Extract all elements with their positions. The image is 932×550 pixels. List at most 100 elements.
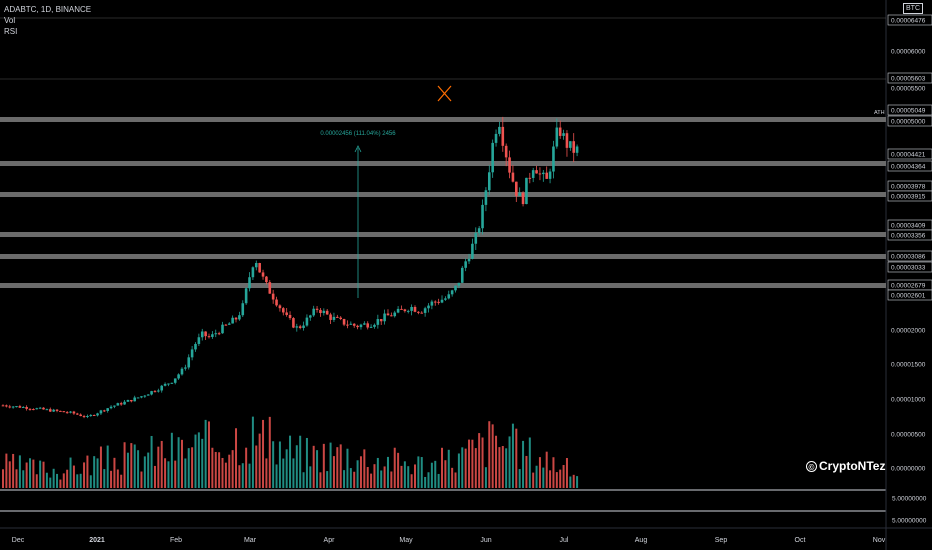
- candle-body: [278, 305, 282, 309]
- candle-body: [45, 409, 49, 411]
- candle-body: [11, 406, 15, 408]
- volume-bar: [316, 450, 319, 488]
- volume-bar: [201, 438, 204, 488]
- price-tick-label: 0.00001500: [891, 362, 926, 369]
- volume-bar: [197, 432, 200, 488]
- volume-bar: [322, 443, 325, 488]
- candle-body: [116, 403, 120, 406]
- candle-body: [180, 368, 184, 375]
- candle-body: [265, 276, 268, 283]
- candle-body: [254, 263, 258, 268]
- candle-body: [406, 310, 410, 312]
- currency-badge[interactable]: BTC: [903, 3, 923, 14]
- volume-bar: [484, 467, 487, 488]
- candle-body: [109, 406, 113, 409]
- volume-bar: [265, 458, 268, 488]
- candle-body: [288, 314, 292, 319]
- price-axis[interactable]: 0.00006476 0.00006000 0.00005603 0.00005500…: [874, 14, 932, 525]
- volume-bar: [515, 428, 518, 488]
- candle-body: [48, 409, 52, 412]
- volume-bar: [39, 460, 42, 488]
- volume-bar: [542, 467, 545, 488]
- candle-body: [32, 409, 35, 411]
- volume-bar: [528, 437, 531, 488]
- volume-bar: [45, 472, 48, 488]
- volume-bar: [410, 474, 413, 488]
- volume-bar: [221, 457, 224, 488]
- candle-body: [417, 311, 420, 313]
- time-tick-label: Nov: [873, 537, 886, 544]
- candle-body: [471, 243, 474, 259]
- volume-bar: [518, 469, 521, 488]
- volume-bar: [403, 461, 406, 488]
- candle-body: [1, 405, 5, 407]
- candle-body: [96, 413, 99, 416]
- candle-body: [227, 323, 231, 325]
- resistance-band: [0, 283, 886, 288]
- candle-body: [136, 397, 140, 399]
- time-tick-label: Feb: [170, 537, 182, 544]
- candle-body: [565, 133, 569, 148]
- candle-body: [15, 406, 18, 408]
- volume-bar: [174, 460, 177, 488]
- volume-bar: [346, 448, 349, 488]
- volume-bar: [177, 437, 180, 488]
- volume-bar: [180, 439, 183, 488]
- volume-bar: [29, 458, 32, 488]
- candle-body: [359, 324, 363, 328]
- candle-body: [440, 299, 444, 303]
- volume-bar: [160, 440, 163, 488]
- volume-bar: [576, 476, 579, 488]
- candle-body: [457, 282, 461, 286]
- volume-bar: [478, 433, 481, 488]
- candle-body: [190, 349, 194, 358]
- time-axis[interactable]: Dec 2021 Feb Mar Apr May Jun Jul Aug Sep Oct Nov: [12, 537, 886, 544]
- volume-bar: [187, 448, 190, 488]
- volume-bar: [471, 439, 474, 488]
- volume-bar: [572, 474, 575, 488]
- volume-bar: [383, 466, 386, 488]
- price-tick-label: 0.00003033: [891, 265, 926, 272]
- time-tick-label: Jun: [480, 537, 491, 544]
- volume-bar: [76, 474, 79, 488]
- volume-bar: [93, 456, 96, 488]
- candle-body: [99, 410, 103, 414]
- candle-body: [548, 171, 552, 179]
- candle-body: [531, 170, 535, 178]
- volume-bar: [393, 447, 396, 488]
- rsi-label[interactable]: RSI: [4, 27, 18, 36]
- price-tick-label: 0.00002000: [891, 328, 926, 335]
- candle-body: [487, 172, 491, 191]
- volume-bar: [400, 465, 403, 488]
- volume-bar: [103, 469, 106, 488]
- volume-bar: [386, 456, 389, 488]
- volume-bar: [437, 473, 440, 488]
- volume-bar: [207, 421, 210, 488]
- volume-bar: [241, 463, 244, 488]
- candle-body: [515, 181, 518, 196]
- volume-bar: [83, 462, 86, 488]
- vol-label[interactable]: Vol: [4, 16, 16, 25]
- volume-bar: [552, 457, 555, 488]
- candle-body: [62, 411, 66, 413]
- candle-body: [369, 326, 373, 328]
- price-tag-box: [887, 250, 932, 262]
- price-tick-label: 0.00006000: [891, 49, 926, 56]
- volume-bar: [562, 465, 565, 488]
- symbol-label[interactable]: ADABTC, 1D, BINANCE: [4, 5, 92, 14]
- candle-body: [396, 308, 400, 313]
- price-tick-label: 0.00001000: [891, 397, 926, 404]
- time-tick-label: Aug: [635, 537, 648, 544]
- candle-body: [211, 334, 214, 337]
- volume-bar: [224, 462, 227, 488]
- watermark: © CryptoNTez: [806, 459, 885, 473]
- price-tick-label: 0.00005500: [891, 86, 926, 93]
- resistance-levels: [0, 117, 886, 288]
- volume-bar: [133, 444, 136, 488]
- volume-bar: [505, 448, 508, 488]
- volume-bar: [454, 472, 457, 488]
- volume-bar: [255, 445, 258, 488]
- candle-body: [130, 399, 133, 402]
- price-tick-label: 0.00000000: [891, 466, 926, 473]
